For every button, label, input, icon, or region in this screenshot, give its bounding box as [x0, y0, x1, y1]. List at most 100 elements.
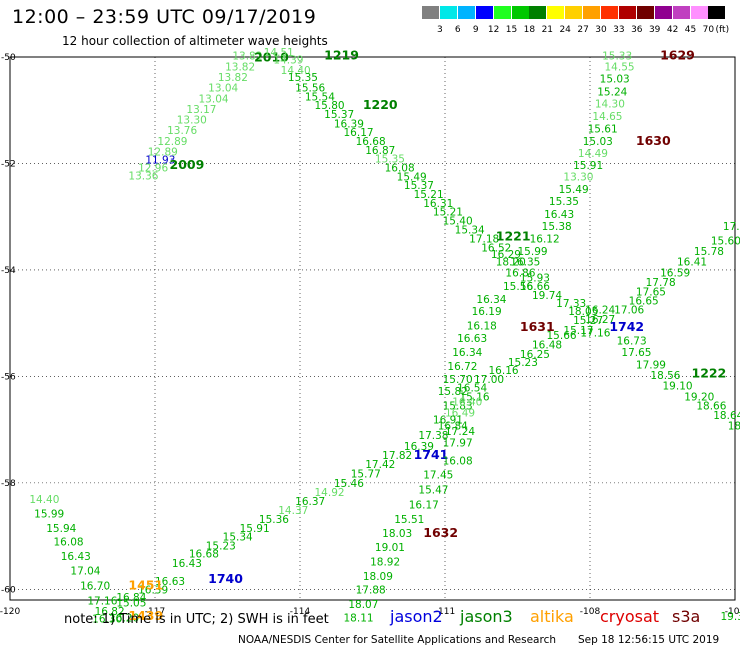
lat-tick-label: -58 — [1, 479, 16, 489]
pass-time-label: 1219 — [324, 48, 359, 63]
swh-value-label: 16.34 — [452, 347, 482, 359]
swh-value-label: 16.41 — [677, 257, 707, 269]
legend-label: 21 — [541, 25, 554, 35]
swh-value-label: 16.91 — [433, 414, 463, 426]
legend-label: 3 — [437, 25, 443, 35]
swh-value-label: 13.30 — [563, 172, 593, 184]
legend-swatch — [708, 6, 726, 19]
pass-time-label: 1632 — [423, 525, 458, 540]
swh-value-label: 15.23 — [206, 540, 236, 552]
swh-value-label: 16.43 — [544, 209, 574, 221]
swh-value-label: 13.30 — [177, 115, 207, 127]
swh-value-label: 16.12 — [530, 233, 560, 245]
lon-tick-label: -114 — [290, 607, 311, 617]
swh-value-label: 15.27 — [573, 315, 603, 327]
legend-label: 9 — [472, 25, 479, 35]
swh-value-label: 12.89 — [148, 146, 178, 158]
swh-value-label: 13.04 — [199, 93, 229, 105]
swh-value-label: 16.82 — [95, 606, 125, 618]
legend-swatch — [547, 6, 565, 19]
swh-value-label: 18.07 — [348, 599, 378, 611]
swh-value-label: 14.51 — [264, 47, 294, 59]
swh-value-label: 17.00 — [474, 374, 504, 386]
swh-value-label: 15.51 — [394, 514, 424, 526]
swh-value-label: 13.82 — [232, 51, 262, 63]
swh-value-label: 11.93 — [145, 154, 175, 166]
swh-value-label: 15.17 — [563, 325, 593, 337]
map-frame — [9, 56, 736, 601]
legend-label: 39 — [648, 25, 661, 35]
map-title: 12:00 – 23:59 UTC 09/17/2019 — [12, 6, 317, 28]
swh-value-label: 15.35 — [375, 153, 405, 165]
swh-value-label: 16.73 — [617, 335, 647, 347]
swh-value-label: 16.84 — [116, 592, 146, 604]
swh-value-label: 16.34 — [476, 294, 506, 306]
swh-value-label: 14.40 — [29, 494, 59, 506]
swh-value-label: 15.78 — [694, 246, 724, 258]
swh-value-label: 17.65 — [621, 347, 651, 359]
swh-value-label: 15.23 — [508, 357, 538, 369]
swh-value-label: 16.39 — [138, 585, 168, 597]
lon-tick-label: -120 — [0, 607, 20, 617]
legend-swatch — [636, 6, 654, 19]
pass-time-label: 1741 — [414, 447, 449, 462]
swh-value-label: 15.49 — [397, 172, 427, 184]
swh-value-label: 15.16 — [460, 391, 490, 403]
swh-value-label: 14.92 — [315, 487, 345, 499]
swh-value-label: 16.19 — [472, 306, 502, 318]
legend-label: 36 — [631, 25, 643, 35]
legend-swatch — [475, 6, 493, 19]
swh-value-label: 17.99 — [636, 359, 666, 371]
lat-tick-label: -50 — [1, 53, 16, 63]
swh-value-label: 18.05 — [568, 306, 598, 318]
swh-value-label: 16.49 — [445, 407, 475, 419]
swh-value-label: 15.77 — [351, 469, 381, 481]
swh-value-label: 18.11 — [344, 612, 374, 624]
swh-value-label: 16.17 — [409, 499, 439, 511]
swh-value-label: 16.35 — [510, 257, 540, 269]
legend-label: 30 — [595, 25, 607, 35]
pass-time-label: 2009 — [170, 157, 205, 172]
legend-swatch — [690, 6, 708, 19]
swh-value-label: 15.91 — [573, 160, 603, 172]
swh-labels: 13.8213.8213.8213.0413.0413.1713.3013.76… — [29, 47, 740, 625]
swh-value-label: 15.49 — [559, 184, 589, 196]
swh-value-label: 15.03 — [583, 136, 613, 148]
legend-swatch — [457, 6, 475, 19]
swh-value-label: 19.74 — [532, 290, 562, 302]
swh-value-label: 17.18 — [469, 233, 499, 245]
swh-value-label: 16.48 — [532, 340, 562, 352]
swh-value-label: 18.64 — [713, 410, 740, 422]
swh-value-label: 16.37 — [295, 496, 325, 508]
swh-value-label: 14.30 — [595, 99, 625, 111]
swh-value-label: 14.39 — [273, 54, 303, 66]
legend-label: 6 — [454, 25, 461, 35]
legend-label: 45 — [684, 25, 697, 35]
pass-time-label: 1221 — [496, 229, 531, 244]
legend-swatch — [493, 6, 511, 19]
legend-label: 24 — [559, 25, 571, 35]
swh-value-label: 15.91 — [240, 523, 270, 535]
swh-value-label: 15.34 — [223, 531, 253, 543]
satellite-altika: altika — [530, 607, 574, 626]
legend-swatch — [439, 6, 457, 19]
swh-value-label: 17.38 — [418, 430, 448, 442]
swh-value-label: 17.45 — [423, 470, 453, 482]
swh-value-label: 15.99 — [34, 508, 64, 520]
swh-value-label: 19.01 — [375, 542, 405, 554]
swh-value-label: 15.83 — [443, 400, 473, 412]
pass-time-label: 1220 — [363, 97, 398, 112]
lat-tick-label: -52 — [1, 159, 16, 169]
swh-value-label: 15.24 — [597, 86, 627, 98]
pass-time-label: 1222 — [692, 365, 727, 380]
swh-value-label: 16.63 — [155, 576, 185, 588]
swh-value-label: 15.38 — [542, 221, 572, 233]
pass-time-label: 1630 — [636, 133, 671, 148]
swh-value-label: 16.31 — [423, 198, 453, 210]
legend-label: 18 — [523, 25, 536, 35]
swh-value-label: 15.80 — [315, 100, 345, 112]
lon-tick-label: -111 — [435, 607, 455, 617]
pass-time-label: 1439 — [128, 608, 163, 623]
swh-value-label: 16.27 — [585, 314, 615, 326]
swh-value-label: 15.56 — [295, 83, 325, 95]
